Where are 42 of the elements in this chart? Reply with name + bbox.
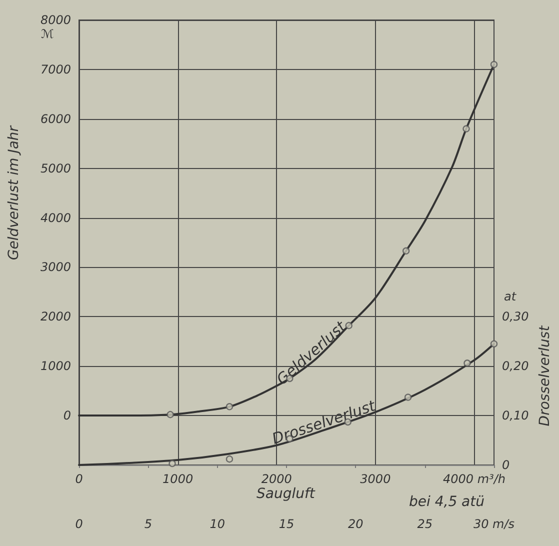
text: ℳ <box>41 27 54 41</box>
x-tick-label: 3000 <box>360 472 392 486</box>
x2-tick-label: 0 <box>75 517 84 531</box>
x2-tick-label: 20 <box>348 517 364 531</box>
text: at <box>504 290 518 304</box>
point <box>490 60 498 68</box>
point <box>226 403 234 410</box>
x2-tick-label: 15 <box>278 517 294 531</box>
x-axis-title: Saugluft <box>256 486 316 502</box>
point <box>462 125 470 132</box>
x-tick-label: 1000 <box>162 472 194 486</box>
y-tick-label: 5000 <box>40 161 72 176</box>
y2-axis-title: Drosselverlust <box>537 325 553 426</box>
point <box>404 394 412 401</box>
point <box>464 360 471 367</box>
y-tick-label: 4000 <box>40 210 72 225</box>
point <box>166 410 174 418</box>
y2-tick-label: 0 <box>502 458 510 472</box>
y-tick-label: 2000 <box>40 310 72 324</box>
y-tick-label: 1000 <box>40 359 72 374</box>
y-tick-label: 3000 <box>40 260 72 274</box>
x-tick-label: 0 <box>75 472 84 486</box>
x2-tick-label: 25 <box>417 517 432 531</box>
point <box>402 247 410 255</box>
x2-tick-label: 5 <box>144 517 152 531</box>
y-tick-label: 0 <box>63 408 72 423</box>
y-tick-label: 6000 <box>40 112 72 126</box>
x-tick-label: 2000 <box>261 472 292 486</box>
x2-tick-label: 10 <box>210 517 226 531</box>
y-tick-label: 7000 <box>40 62 72 76</box>
x2-tick-label: 30 m/s <box>473 517 515 531</box>
x2-axis-title: bei 4,5 atü <box>409 494 485 510</box>
y2-tick-label: 0,10 <box>502 408 530 423</box>
point <box>226 455 234 463</box>
y-axis-title: Geldverlust im Jahr <box>6 124 22 260</box>
x-tick-label: 4000 m³/h <box>442 472 506 486</box>
y2-tick-label: 0,20 <box>502 359 530 374</box>
point <box>490 340 498 348</box>
point <box>168 460 176 468</box>
point <box>345 322 352 330</box>
y2-tick-label: 0,30 <box>502 310 530 324</box>
y-tick-label: 8000 <box>40 13 72 27</box>
